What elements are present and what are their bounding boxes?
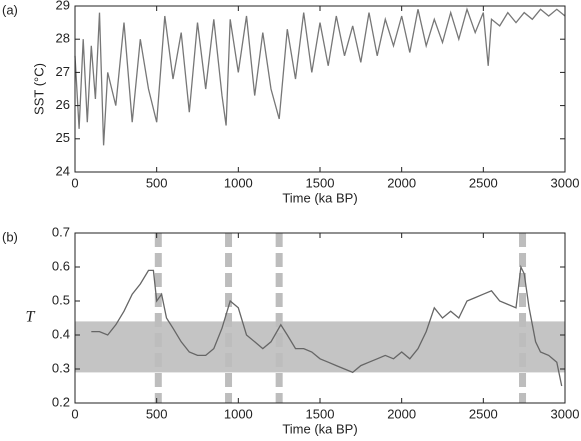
y-tick-label: 0.7: [52, 224, 70, 239]
plot-background: [75, 6, 565, 172]
y-tick-label: 0.2: [52, 394, 70, 409]
x-tick-label: 0: [71, 406, 78, 421]
x-tick-label: 500: [146, 175, 168, 190]
plot-background: [75, 233, 565, 403]
x-tick-label: 3000: [551, 406, 580, 421]
y-tick-label: 0.5: [52, 292, 70, 307]
data-line: [74, 7, 566, 146]
y-axis-label: T: [26, 309, 36, 326]
x-tick-label: 2500: [469, 406, 498, 421]
x-tick-label: 2500: [469, 175, 498, 190]
y-tick-label: 25: [56, 130, 70, 145]
x-tick-label: 2000: [387, 406, 416, 421]
y-tick-label: 26: [56, 97, 70, 112]
panel-label: (b): [2, 229, 18, 244]
y-tick-label: 24: [56, 163, 70, 178]
x-tick-label: 1500: [306, 406, 335, 421]
x-tick-label: 2000: [387, 175, 416, 190]
y-tick-label: 28: [56, 31, 70, 46]
threshold-band: [75, 321, 565, 373]
y-tick-label: 27: [56, 64, 70, 79]
x-axis-label: Time (ka BP): [282, 190, 357, 205]
y-tick-label: 29: [56, 0, 70, 12]
x-tick-label: 0: [71, 175, 78, 190]
y-tick-label: 0.4: [52, 326, 70, 341]
panel-label: (a): [2, 2, 18, 17]
y-axis-label: SST (°C): [31, 63, 46, 115]
y-tick-label: 0.6: [52, 258, 70, 273]
x-tick-label: 1500: [306, 175, 335, 190]
x-axis-label: Time (ka BP): [282, 421, 357, 436]
x-tick-label: 500: [146, 406, 168, 421]
x-tick-label: 3000: [551, 175, 580, 190]
data-line: [91, 264, 563, 387]
x-tick-label: 1000: [224, 406, 253, 421]
y-tick-label: 0.3: [52, 360, 70, 375]
x-tick-label: 1000: [224, 175, 253, 190]
